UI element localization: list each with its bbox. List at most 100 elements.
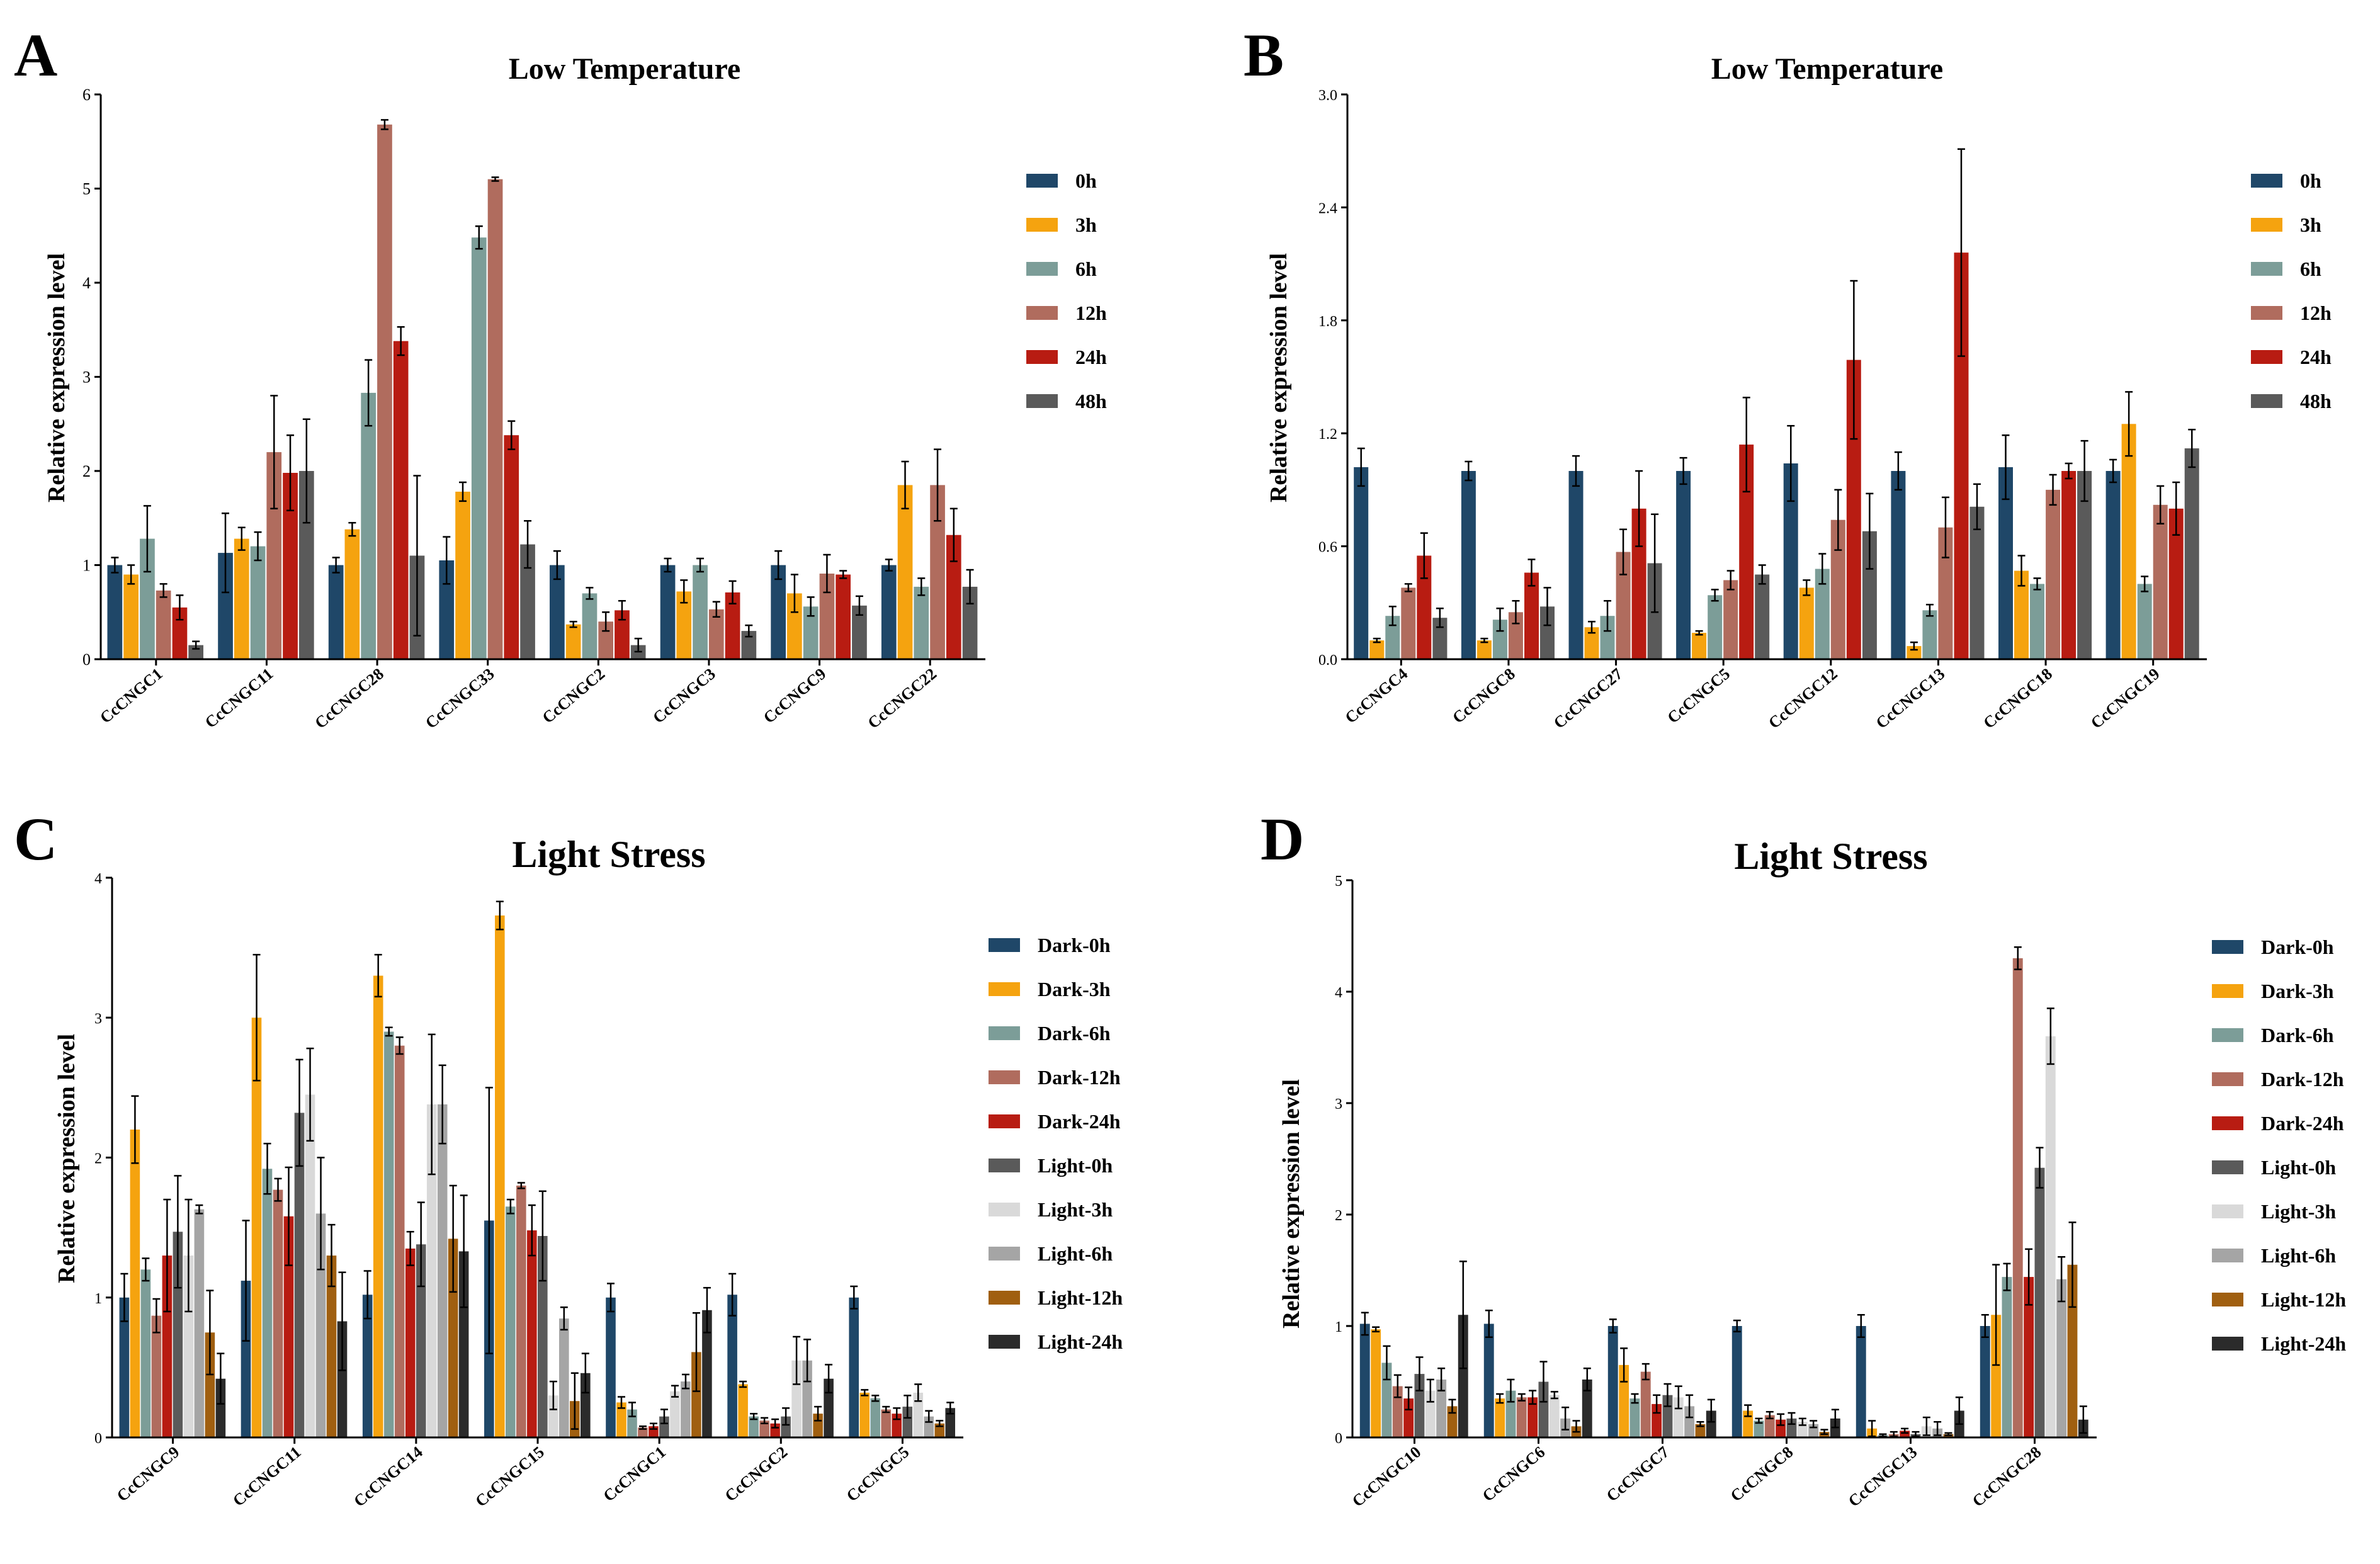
bar-b-cccngc19-24h <box>2168 508 2184 659</box>
x-tick-label: CcCNGC9 <box>113 1442 183 1505</box>
bar-a-cccngc28-6h <box>361 392 376 659</box>
error-bar <box>839 570 847 579</box>
error-bar <box>1653 1394 1661 1414</box>
x-tick-label: CcCNGC2 <box>722 1442 791 1505</box>
legend-label: 0h <box>2300 169 2321 192</box>
legend-label: Dark-3h <box>1038 978 1111 1000</box>
legend-label: Dark-0h <box>1038 934 1111 956</box>
error-bar <box>823 553 831 594</box>
bar-c-cccngc11-dark-3h <box>251 1017 262 1438</box>
error-bar <box>934 448 942 522</box>
error-bar <box>570 1372 579 1430</box>
error-bar <box>306 1047 314 1142</box>
legend-swatch <box>989 1335 1020 1349</box>
bar-b-cccngc27-12h <box>1616 552 1631 659</box>
bar-a-cccngc11-3h <box>234 538 249 659</box>
legend-swatch <box>2212 1204 2243 1218</box>
bar-a-cccngc11-6h <box>250 546 266 659</box>
error-bar <box>1890 1431 1898 1437</box>
bar-a-cccngc28-0h <box>328 565 344 659</box>
bar-d-cccngc8-dark-3h <box>1743 1410 1754 1437</box>
error-bar <box>936 1420 944 1427</box>
bar-a-cccngc22-12h <box>930 485 945 659</box>
error-bar <box>807 596 815 617</box>
bar-c-cccngc15-light-0h <box>538 1236 548 1437</box>
bar-d-cccngc6-dark-24h <box>1527 1397 1538 1437</box>
error-bar <box>1465 460 1473 482</box>
bar-d-cccngc10-dark-12h <box>1392 1386 1403 1437</box>
bar-b-cccngc27-6h <box>1600 616 1615 659</box>
bar-c-cccngc14-dark-6h <box>383 1031 394 1437</box>
legend-swatch <box>2251 394 2282 408</box>
bar-a-cccngc9-48h <box>852 605 867 659</box>
bar-a-cccngc22-6h <box>914 586 929 659</box>
x-tick-label: CcCNGC22 <box>864 664 940 732</box>
error-bar <box>618 600 626 621</box>
error-bar <box>581 1352 589 1394</box>
error-bar <box>2079 1405 2087 1434</box>
error-bar <box>1810 1420 1818 1429</box>
bar-c-cccngc9-dark-6h <box>140 1269 151 1437</box>
legend-swatch <box>989 982 1020 996</box>
error-bar <box>1696 1420 1704 1427</box>
bar-c-cccngc14-dark-12h <box>394 1045 405 1437</box>
bar-d-cccngc10-dark-3h <box>1371 1329 1381 1437</box>
bar-d-cccngc6-dark-0h <box>1483 1323 1494 1437</box>
bar-d-cccngc8-dark-12h <box>1764 1415 1775 1437</box>
bar-c-cccngc14-light-6h <box>437 1104 448 1437</box>
error-bar <box>771 1418 779 1429</box>
bar-b-cccngc4-12h <box>1401 587 1416 659</box>
y-tick-label: 2 <box>82 462 91 480</box>
error-bar <box>285 1166 293 1266</box>
error-bar <box>302 418 310 524</box>
bar-c-cccngc9-light-3h <box>183 1255 194 1437</box>
bar-c-cccngc11-light-3h <box>305 1094 315 1437</box>
bar-c-cccngc9-dark-24h <box>162 1255 173 1437</box>
error-bar <box>1550 1391 1558 1400</box>
bar-b-cccngc4-3h <box>1369 640 1385 659</box>
bar-d-cccngc8-light-0h <box>1786 1418 1797 1437</box>
bar-c-cccngc1-light-24h <box>702 1310 712 1437</box>
y-tick-label: 3 <box>1335 1096 1342 1113</box>
error-bar <box>428 1033 436 1176</box>
error-bar <box>628 1402 636 1417</box>
error-bar <box>332 557 340 574</box>
legend-label: 12h <box>2300 302 2332 324</box>
bar-a-cccngc2-3h <box>565 624 581 659</box>
bar-a-cccngc28-24h <box>393 341 409 659</box>
bar-c-cccngc2-dark-12h <box>759 1420 769 1437</box>
bar-b-cccngc18-12h <box>2046 489 2061 659</box>
bar-b-cccngc12-48h <box>1862 531 1877 659</box>
bar-c-cccngc5-light-3h <box>913 1392 923 1437</box>
error-bar <box>638 1425 647 1430</box>
error-bar <box>459 481 467 502</box>
error-bar <box>274 1177 282 1202</box>
error-bar <box>1922 1416 1930 1436</box>
error-bar <box>1357 447 1365 487</box>
y-tick-label: 0 <box>1335 1431 1342 1447</box>
x-tick-label: CcCNGC28 <box>1969 1442 2044 1510</box>
error-bar <box>1686 1394 1694 1419</box>
y-tick-label: 1 <box>1335 1319 1342 1335</box>
bar-b-cccngc12-3h <box>1799 587 1814 659</box>
error-bar <box>2046 1007 2054 1065</box>
legend-label: Light-3h <box>2261 1200 2336 1223</box>
y-tick-label: 1 <box>94 1291 102 1307</box>
error-bar <box>1426 1378 1434 1403</box>
bar-c-cccngc11-dark-12h <box>273 1189 283 1437</box>
panel-a-legend: 0h 3h 6h 12h 24h 48h <box>1026 169 1107 412</box>
bar-d-cccngc10-light-12h <box>1447 1406 1458 1437</box>
error-bar <box>131 1095 139 1164</box>
bar-c-cccngc2-dark-3h <box>738 1384 748 1437</box>
error-bar <box>2188 428 2196 468</box>
error-bar <box>254 531 262 562</box>
error-bar <box>395 1036 404 1055</box>
error-bar <box>1866 492 1874 570</box>
bar-d-cccngc28-dark-24h <box>2024 1277 2034 1437</box>
error-bar <box>111 557 119 574</box>
bar-d-cccngc10-dark-6h <box>1381 1363 1392 1437</box>
bar-a-cccngc33-6h <box>471 237 487 659</box>
panel-d-ylabel: Relative expression level <box>1278 1079 1305 1329</box>
error-bar <box>855 595 863 616</box>
